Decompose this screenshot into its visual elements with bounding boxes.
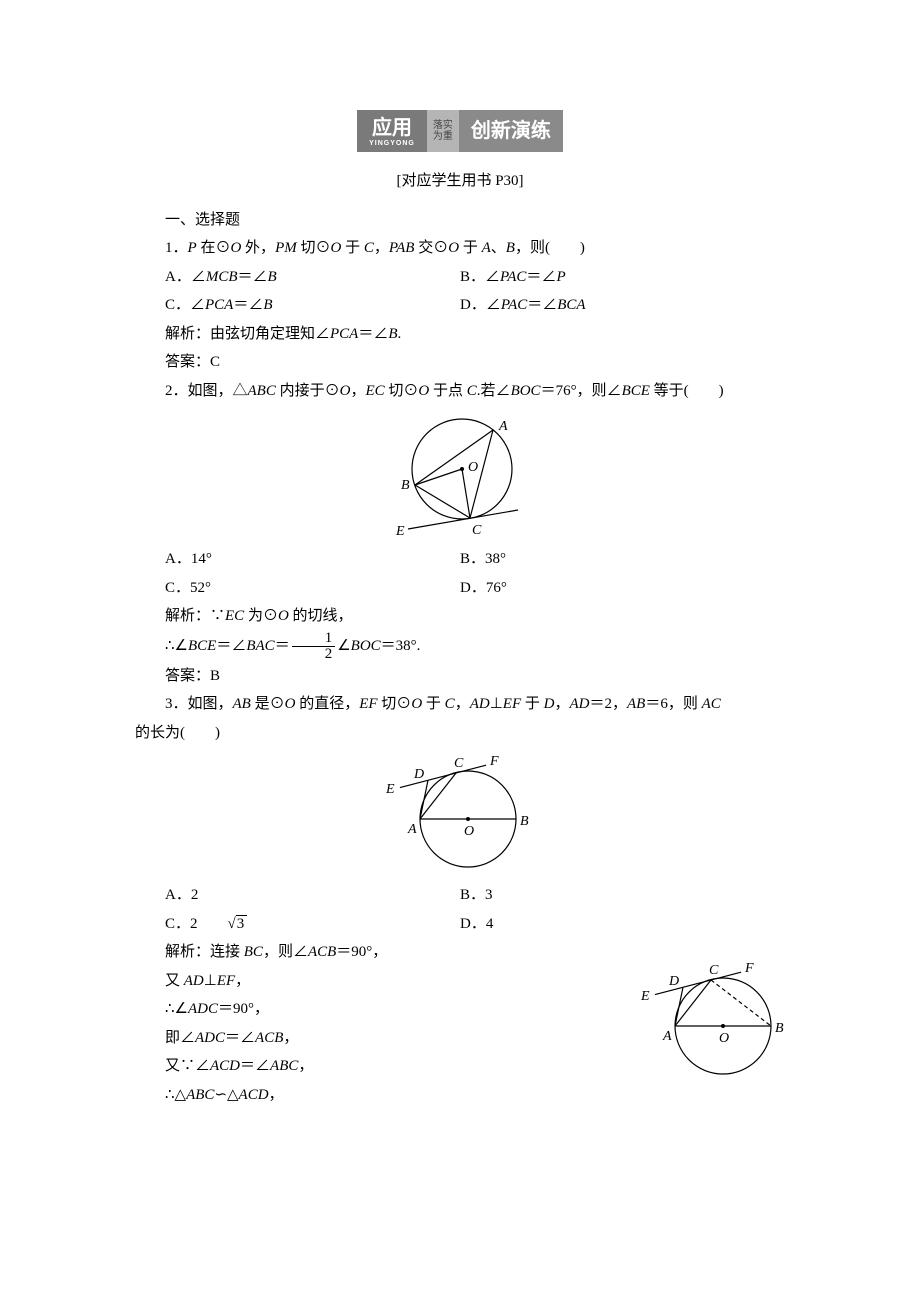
- svg-text:B: B: [775, 1021, 784, 1036]
- svg-text:D: D: [668, 974, 679, 989]
- q3-opt-a: A．2: [135, 881, 460, 910]
- svg-text:C: C: [472, 523, 482, 538]
- q2-frac-den: 2: [292, 647, 336, 662]
- banner-mid-top: 落实: [433, 120, 453, 131]
- svg-text:O: O: [468, 460, 478, 475]
- q3-opt-c: C．2√3: [135, 910, 460, 939]
- svg-text:B: B: [520, 814, 529, 829]
- q3-stem-b: 的长为( ): [135, 719, 785, 748]
- svg-text:O: O: [464, 824, 474, 839]
- q3-figure-1: A B C D E F O: [135, 753, 785, 875]
- q2-opt-b: B．38°: [460, 545, 785, 574]
- q1-stem-text: 1．P 在⊙O 外，PM 切⊙O 于 C，PAB 交⊙O 于 A、B，则( ): [165, 240, 585, 256]
- svg-text:A: A: [662, 1029, 672, 1044]
- q1-options-row1: A．∠MCB＝∠B B．∠PAC＝∠P: [135, 263, 785, 292]
- q2-frac-num: 1: [292, 631, 336, 647]
- q2-analysis-pre: 解析：∵EC 为⊙O 的切线，: [135, 602, 785, 631]
- q1-analysis: 解析：由弦切角定理知∠PCA＝∠B.: [135, 320, 785, 349]
- q3-opt-c-rad: 3: [236, 915, 248, 932]
- svg-text:B: B: [401, 478, 410, 493]
- q1-answer: 答案：C: [135, 348, 785, 377]
- q3-options-row1: A．2 B．3: [135, 881, 785, 910]
- q2-opt-d: D．76°: [460, 574, 785, 603]
- svg-text:A: A: [498, 419, 508, 434]
- svg-text:E: E: [640, 989, 650, 1004]
- svg-text:F: F: [489, 754, 499, 769]
- q1-options-row2: C．∠PCA＝∠B D．∠PAC＝∠BCA: [135, 291, 785, 320]
- svg-text:F: F: [744, 961, 754, 976]
- q1-opt-a: A．∠MCB＝∠B: [135, 263, 460, 292]
- q3-opt-d: D．4: [460, 910, 785, 939]
- q2-opt-c: C．52°: [135, 574, 460, 603]
- banner-mid: 落实 为重: [427, 110, 459, 152]
- q3-stem-a: 3．如图，AB 是⊙O 的直径，EF 切⊙O 于 C，AD⊥EF 于 D，AD＝…: [135, 690, 785, 719]
- q3-svg-2: A B C D E F O: [635, 960, 795, 1082]
- q1-stem: 1．P 在⊙O 外，PM 切⊙O 于 C，PAB 交⊙O 于 A、B，则( ): [135, 234, 785, 263]
- q3-opt-b: B．3: [460, 881, 785, 910]
- q1-opt-b: B．∠PAC＝∠P: [460, 263, 785, 292]
- q2-answer: 答案：B: [135, 662, 785, 691]
- page: 应用 YINGYONG 落实 为重 创新演练 [对应学生用书 P30] 一、选择…: [0, 0, 920, 1302]
- banner-left-main: 应用: [372, 118, 412, 138]
- svg-text:E: E: [395, 524, 405, 539]
- q3-figure-2: A B C D E F O: [635, 960, 795, 1093]
- svg-text:C: C: [454, 756, 464, 771]
- q3-analysis-block: 解析：连接 BC，则∠ACB＝90°， 又 AD⊥EF， ∴∠ADC＝90°， …: [135, 938, 785, 1109]
- banner-right: 创新演练: [459, 110, 563, 152]
- q1-opt-c: C．∠PCA＝∠B: [135, 291, 460, 320]
- svg-text:E: E: [385, 782, 395, 797]
- q2-analysis-eq: ∴∠BCE＝∠BAC＝12∠BOC＝38°.: [135, 631, 785, 662]
- svg-text:O: O: [719, 1031, 729, 1046]
- section-heading: 一、选择题: [135, 206, 785, 235]
- svg-text:C: C: [709, 963, 719, 978]
- banner-right-text: 创新演练: [471, 112, 551, 150]
- q2-options-row2: C．52° D．76°: [135, 574, 785, 603]
- banner-left-sub: YINGYONG: [369, 140, 415, 147]
- banner-left: 应用 YINGYONG: [357, 110, 427, 152]
- sub-reference: [对应学生用书 P30]: [135, 167, 785, 196]
- q2-options-row1: A．14° B．38°: [135, 545, 785, 574]
- q1-opt-d: D．∠PAC＝∠BCA: [460, 291, 785, 320]
- svg-text:A: A: [407, 822, 417, 837]
- svg-text:D: D: [413, 767, 424, 782]
- q3-options-row2: C．2√3 D．4: [135, 910, 785, 939]
- banner-graphic: 应用 YINGYONG 落实 为重 创新演练: [357, 110, 563, 152]
- q2-opt-a: A．14°: [135, 545, 460, 574]
- banner: 应用 YINGYONG 落实 为重 创新演练: [135, 110, 785, 152]
- q2-svg: A B C E O: [390, 411, 530, 539]
- q2-figure: A B C E O: [135, 411, 785, 539]
- banner-mid-bot: 为重: [433, 131, 453, 142]
- q2-stem: 2．如图，△ABC 内接于⊙O，EC 切⊙O 于点 C.若∠BOC＝76°，则∠…: [135, 377, 785, 406]
- q3-svg-1: A B C D E F O: [380, 753, 540, 875]
